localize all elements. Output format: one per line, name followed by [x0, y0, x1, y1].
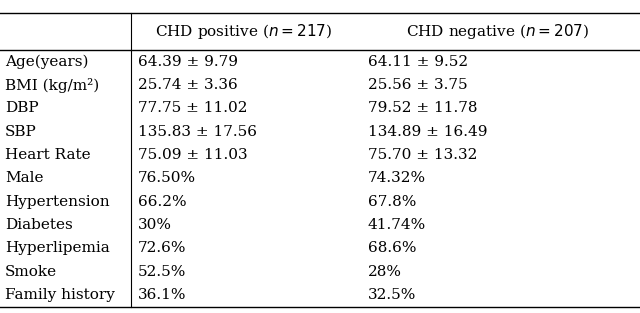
Text: 25.56 ± 3.75: 25.56 ± 3.75 — [368, 78, 468, 92]
Text: 64.11 ± 9.52: 64.11 ± 9.52 — [368, 55, 468, 69]
Text: 79.52 ± 11.78: 79.52 ± 11.78 — [368, 101, 477, 115]
Text: DBP: DBP — [5, 101, 39, 115]
Text: Hyperlipemia: Hyperlipemia — [5, 241, 110, 255]
Text: 25.74 ± 3.36: 25.74 ± 3.36 — [138, 78, 237, 92]
Text: BMI (kg/m²): BMI (kg/m²) — [5, 78, 99, 93]
Text: Male: Male — [5, 172, 44, 185]
Text: 32.5%: 32.5% — [368, 288, 417, 302]
Text: 64.39 ± 9.79: 64.39 ± 9.79 — [138, 55, 237, 69]
Text: 77.75 ± 11.02: 77.75 ± 11.02 — [138, 101, 247, 115]
Text: 76.50%: 76.50% — [138, 172, 196, 185]
Text: 52.5%: 52.5% — [138, 265, 186, 279]
Text: 41.74%: 41.74% — [368, 218, 426, 232]
Text: 72.6%: 72.6% — [138, 241, 186, 255]
Text: SBP: SBP — [5, 125, 37, 139]
Text: CHD positive ($n = 217$): CHD positive ($n = 217$) — [154, 22, 332, 41]
Text: 134.89 ± 16.49: 134.89 ± 16.49 — [368, 125, 488, 139]
Text: Hypertension: Hypertension — [5, 195, 109, 209]
Text: 67.8%: 67.8% — [368, 195, 417, 209]
Text: Family history: Family history — [5, 288, 115, 302]
Text: 74.32%: 74.32% — [368, 172, 426, 185]
Text: Age(years): Age(years) — [5, 54, 88, 69]
Text: 75.09 ± 11.03: 75.09 ± 11.03 — [138, 148, 247, 162]
Text: 75.70 ± 13.32: 75.70 ± 13.32 — [368, 148, 477, 162]
Text: 30%: 30% — [138, 218, 172, 232]
Text: CHD negative ($n = 207$): CHD negative ($n = 207$) — [406, 22, 589, 41]
Text: 68.6%: 68.6% — [368, 241, 417, 255]
Text: Heart Rate: Heart Rate — [5, 148, 91, 162]
Text: 36.1%: 36.1% — [138, 288, 186, 302]
Text: 135.83 ± 17.56: 135.83 ± 17.56 — [138, 125, 257, 139]
Text: 66.2%: 66.2% — [138, 195, 186, 209]
Text: Smoke: Smoke — [5, 265, 57, 279]
Text: 28%: 28% — [368, 265, 402, 279]
Text: Diabetes: Diabetes — [5, 218, 73, 232]
